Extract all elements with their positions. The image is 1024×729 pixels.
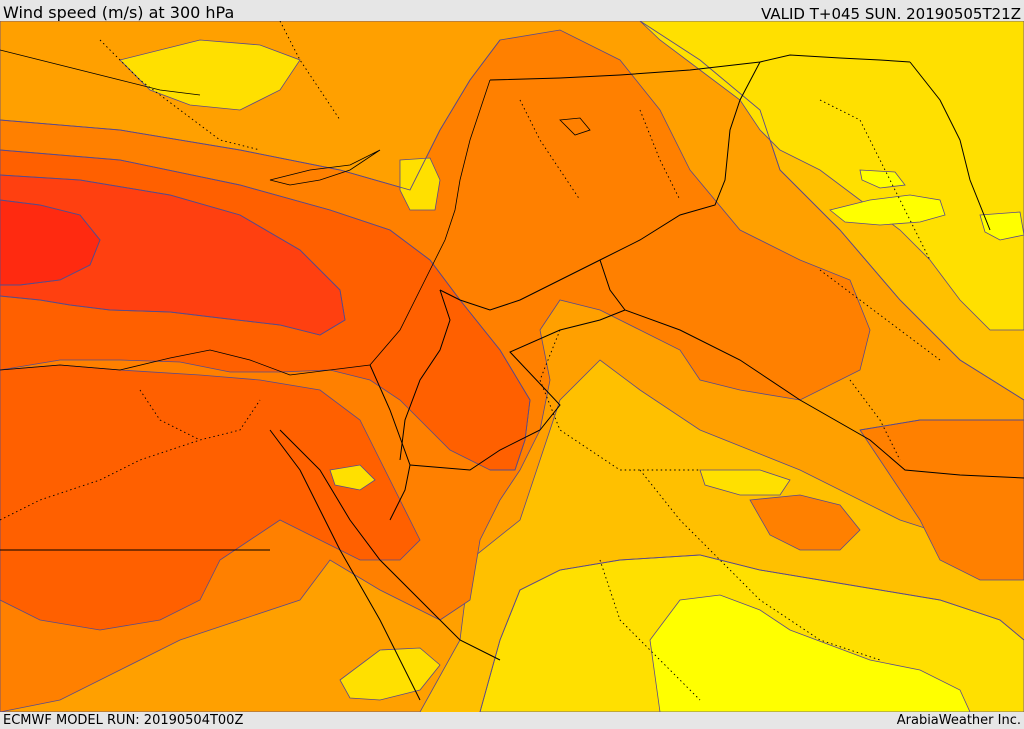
isotach-patch-south-yellow	[649, 594, 971, 712]
coastlines	[0, 49, 591, 376]
footer-bar: ECMWF MODEL RUN: 20190504T00Z ArabiaWeat…	[0, 712, 1024, 729]
isotach-patch-center-yellow-2	[699, 469, 791, 496]
isotach-patch-central-yellow	[399, 157, 441, 211]
isotach-patch-lower-yellow-2	[339, 647, 441, 701]
country-borders	[0, 54, 1024, 701]
isotach-patch-lower-yellow	[329, 464, 376, 491]
isotach-patch-northeast-yellow	[829, 194, 946, 226]
admin-boundaries	[0, 21, 941, 701]
isotach-patch-north-yellow	[119, 39, 301, 111]
isotach-band-northeast-yellow	[639, 21, 1024, 331]
wind-speed-map-svg	[0, 21, 1024, 712]
isotach-patch-northeast-yellow-3	[859, 169, 906, 189]
model-run-label: ECMWF MODEL RUN: 20190504T00Z	[3, 713, 244, 728]
title-bar: Wind speed (m/s) at 300 hPa VALID T+045 …	[0, 0, 1024, 23]
isotach-patch-northeast-yellow-2	[979, 211, 1024, 241]
credit-label: ArabiaWeather Inc.	[896, 713, 1021, 728]
map-title: Wind speed (m/s) at 300 hPa	[3, 3, 235, 22]
weather-map	[0, 21, 1024, 712]
isotach-patch-east-1	[749, 494, 861, 551]
isotach-lines	[0, 21, 1024, 712]
valid-time-label: VALID T+045 SUN. 20190505T21Z	[761, 5, 1021, 23]
